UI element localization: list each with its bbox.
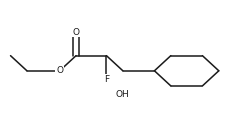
Text: O: O xyxy=(56,66,63,75)
Text: F: F xyxy=(104,75,109,84)
Text: O: O xyxy=(73,28,80,37)
Text: OH: OH xyxy=(116,90,130,99)
